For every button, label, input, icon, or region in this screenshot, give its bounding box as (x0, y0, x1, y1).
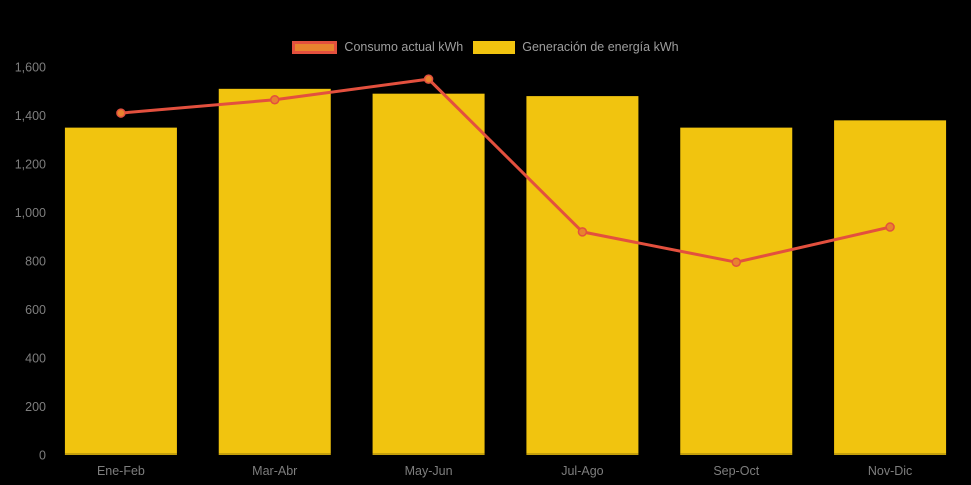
bar-mar-abr[interactable] (218, 88, 331, 455)
x-tick-label: Mar-Abr (252, 464, 297, 478)
y-tick-label: 200 (25, 400, 46, 414)
chart-legend: Consumo actual kWh Generación de energía… (0, 41, 971, 54)
y-tick-label: 1,000 (15, 206, 46, 220)
x-tick-label: Ene-Feb (97, 464, 145, 478)
y-tick-label: 1,200 (15, 158, 46, 172)
bar-base-shade (526, 453, 639, 455)
y-tick-label: 1,400 (15, 109, 46, 123)
legend-label-consumo-actual: Consumo actual kWh (344, 40, 464, 54)
y-tick-label: 1,600 (15, 61, 46, 75)
bar-base-shade (64, 453, 177, 455)
legend-item-generacion-energia[interactable]: Generación de energía kWh (473, 40, 679, 54)
line-point-mar-abr[interactable] (270, 94, 280, 105)
bar-sep-oct[interactable] (680, 127, 793, 455)
bar-base-shade (372, 453, 485, 455)
bar-base-shade (680, 453, 793, 455)
y-tick-label: 400 (25, 352, 46, 366)
line-point-sep-oct[interactable] (731, 257, 741, 267)
consumption-line (120, 77, 891, 264)
legend-item-consumo-actual[interactable]: Consumo actual kWh (292, 41, 463, 54)
x-tick-label: Jul-Ago (561, 464, 603, 478)
line-point-may-jun[interactable] (423, 74, 434, 84)
legend-swatch-generacion-energia (473, 41, 516, 54)
x-tick-label: Sep-Oct (713, 464, 759, 478)
bar-may-jun[interactable] (372, 93, 485, 456)
bar-base-shade (218, 453, 331, 455)
y-tick-label: 800 (25, 255, 46, 269)
bar-jul-ago[interactable] (526, 96, 639, 455)
x-tick-label: Nov-Dic (868, 464, 912, 478)
line-point-jul-ago[interactable] (577, 227, 588, 237)
bar-ene-feb[interactable] (64, 127, 177, 455)
bar-base-shade (834, 453, 947, 455)
x-tick-label: May-Jun (405, 464, 453, 478)
bar-nov-dic[interactable] (834, 120, 947, 455)
y-tick-label: 600 (25, 303, 46, 317)
legend-label-generacion-energia: Generación de energía kWh (522, 40, 679, 54)
line-point-ene-feb[interactable] (116, 108, 126, 118)
legend-swatch-consumo-actual (292, 41, 338, 54)
line-point-nov-dic[interactable] (885, 222, 895, 232)
y-tick-label: 0 (39, 449, 46, 463)
